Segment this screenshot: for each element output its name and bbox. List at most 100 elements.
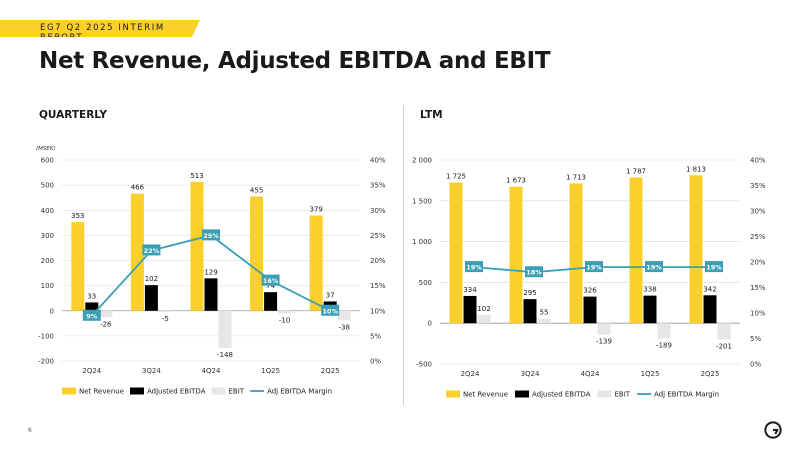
legend-swatch xyxy=(62,387,76,395)
legend-label: Adjusted EBITDA xyxy=(532,391,591,399)
ebit-bar xyxy=(218,310,232,348)
y2-tick-label: 40% xyxy=(750,157,766,165)
y-tick-label: 1 000 xyxy=(412,238,432,246)
adjusted-ebitda-label: 342 xyxy=(703,285,716,293)
ebit-bar xyxy=(597,323,611,335)
legend-swatch xyxy=(211,387,226,395)
y-tick-label: 0 xyxy=(50,307,54,315)
net-revenue-label: 455 xyxy=(250,186,263,194)
ebit-bar xyxy=(337,310,351,321)
margin-label-box xyxy=(465,261,483,273)
y-tick-label: 2 000 xyxy=(412,157,432,165)
y2-tick-label: 35% xyxy=(750,182,766,190)
margin-label-box xyxy=(202,229,220,241)
adjusted-ebitda-label: 295 xyxy=(523,289,536,297)
y-tick-label: 100 xyxy=(41,282,54,290)
net-revenue-bar xyxy=(130,193,144,311)
legend-swatch xyxy=(130,387,144,395)
y2-tick-label: 0% xyxy=(750,361,761,369)
adjusted-ebitda-label: 74 xyxy=(266,282,275,290)
adjusted-ebitda-label: 33 xyxy=(87,292,96,300)
margin-label-box xyxy=(321,304,340,316)
y-tick-label: 600 xyxy=(41,157,54,165)
margin-label: 19% xyxy=(586,264,602,272)
ltm-chart: -500 0 500 1 000 1 500 2 000 0% 5% 10% 15% 20% 25% 3… xyxy=(412,157,766,399)
ebit-label: -38 xyxy=(338,323,349,331)
margin-label-box xyxy=(142,244,161,256)
adjusted-ebitda-bar xyxy=(643,295,657,324)
margin-label: 19% xyxy=(706,264,722,272)
report-banner-text: EG7 Q2 2025 INTERIM REPORT xyxy=(40,23,165,43)
x-tick-label: 3Q24 xyxy=(521,370,540,378)
y-tick-label: 0 xyxy=(428,320,432,328)
ebit-bar xyxy=(278,310,292,314)
margin-label: 9% xyxy=(86,312,98,320)
margin-label: 19% xyxy=(646,264,662,272)
page-number: 6 xyxy=(28,427,32,434)
x-tick-label: 2Q24 xyxy=(82,367,101,375)
margin-label-box xyxy=(82,309,101,321)
y2-tick-label: 25% xyxy=(370,232,386,240)
ebit-label: 102 xyxy=(477,305,490,313)
adjusted-ebitda-bar xyxy=(204,278,218,311)
net-revenue-bar xyxy=(190,181,204,311)
adjusted-ebitda-bar xyxy=(703,295,717,324)
y2-tick-label: 20% xyxy=(370,257,386,265)
adjusted-ebitda-bar xyxy=(463,295,477,324)
net-revenue-label: 1 725 xyxy=(446,172,466,180)
y-tick-label: -200 xyxy=(38,358,54,366)
margin-label: 16% xyxy=(263,277,279,285)
adjusted-ebitda-bar xyxy=(523,299,537,324)
adjusted-ebitda-bar xyxy=(85,302,99,311)
y2-tick-label: 20% xyxy=(750,259,766,267)
adjusted-ebitda-bar xyxy=(583,296,597,324)
margin-label-box xyxy=(525,266,543,278)
margin-label: 10% xyxy=(322,307,338,315)
y2-tick-label: 30% xyxy=(370,207,386,215)
legend-label: EBIT xyxy=(228,388,244,396)
adjusted-ebitda-label: 102 xyxy=(145,275,158,283)
x-tick-label: 2Q25 xyxy=(321,367,340,375)
adjusted-ebitda-label: 334 xyxy=(463,286,477,294)
net-revenue-bar xyxy=(309,215,323,311)
x-tick-label: 4Q24 xyxy=(581,370,600,378)
unit-label: (MSEK) xyxy=(36,146,56,152)
margin-label-box xyxy=(705,261,723,273)
legend-label: Adjusted EBITDA xyxy=(147,388,206,396)
y2-tick-label: 25% xyxy=(750,233,766,241)
quarterly-section-label: QUARTERLY xyxy=(39,109,107,121)
x-tick-label: 1Q25 xyxy=(261,367,280,375)
net-revenue-bar xyxy=(449,182,463,324)
y2-tick-label: 5% xyxy=(750,335,761,343)
margin-label-box xyxy=(261,274,280,286)
net-revenue-bar xyxy=(569,183,583,324)
legend-label: Net Revenue xyxy=(79,388,124,396)
y2-tick-label: 0% xyxy=(370,358,381,366)
y2-tick-label: 15% xyxy=(370,282,386,290)
ebit-label: -139 xyxy=(596,338,612,346)
adjusted-ebitda-bar xyxy=(144,285,158,311)
legend-label: EBIT xyxy=(614,391,630,399)
ebit-label: -10 xyxy=(279,316,290,324)
y2-tick-label: 10% xyxy=(370,307,386,315)
report-banner: EG7 Q2 2025 INTERIM REPORT xyxy=(0,20,200,37)
net-revenue-label: 466 xyxy=(131,184,145,192)
margin-label: 19% xyxy=(466,264,482,272)
eg7-logo-icon xyxy=(764,421,782,439)
legend-label: Adj EBITDA Margin xyxy=(267,388,332,396)
ebit-bar xyxy=(99,310,113,318)
quarterly-chart: (MSEK) -200 -100 0 100 200 300 400 500 600 0% 5% 10%… xyxy=(36,146,386,396)
y-tick-label: 200 xyxy=(41,257,54,265)
adjusted-ebitda-label: 37 xyxy=(326,291,335,299)
adjusted-ebitda-label: 129 xyxy=(204,268,217,276)
x-tick-label: 4Q24 xyxy=(202,367,221,375)
margin-label: 22% xyxy=(144,247,160,255)
x-tick-label: 2Q24 xyxy=(461,370,480,378)
net-revenue-bar xyxy=(250,196,264,311)
ebit-bar xyxy=(158,310,172,313)
x-tick-label: 1Q25 xyxy=(641,370,660,378)
net-revenue-bar xyxy=(629,177,643,324)
y-tick-label: -500 xyxy=(416,361,432,369)
margin-label: 18% xyxy=(526,269,542,277)
legend-label: Adj EBITDA Margin xyxy=(654,391,719,399)
